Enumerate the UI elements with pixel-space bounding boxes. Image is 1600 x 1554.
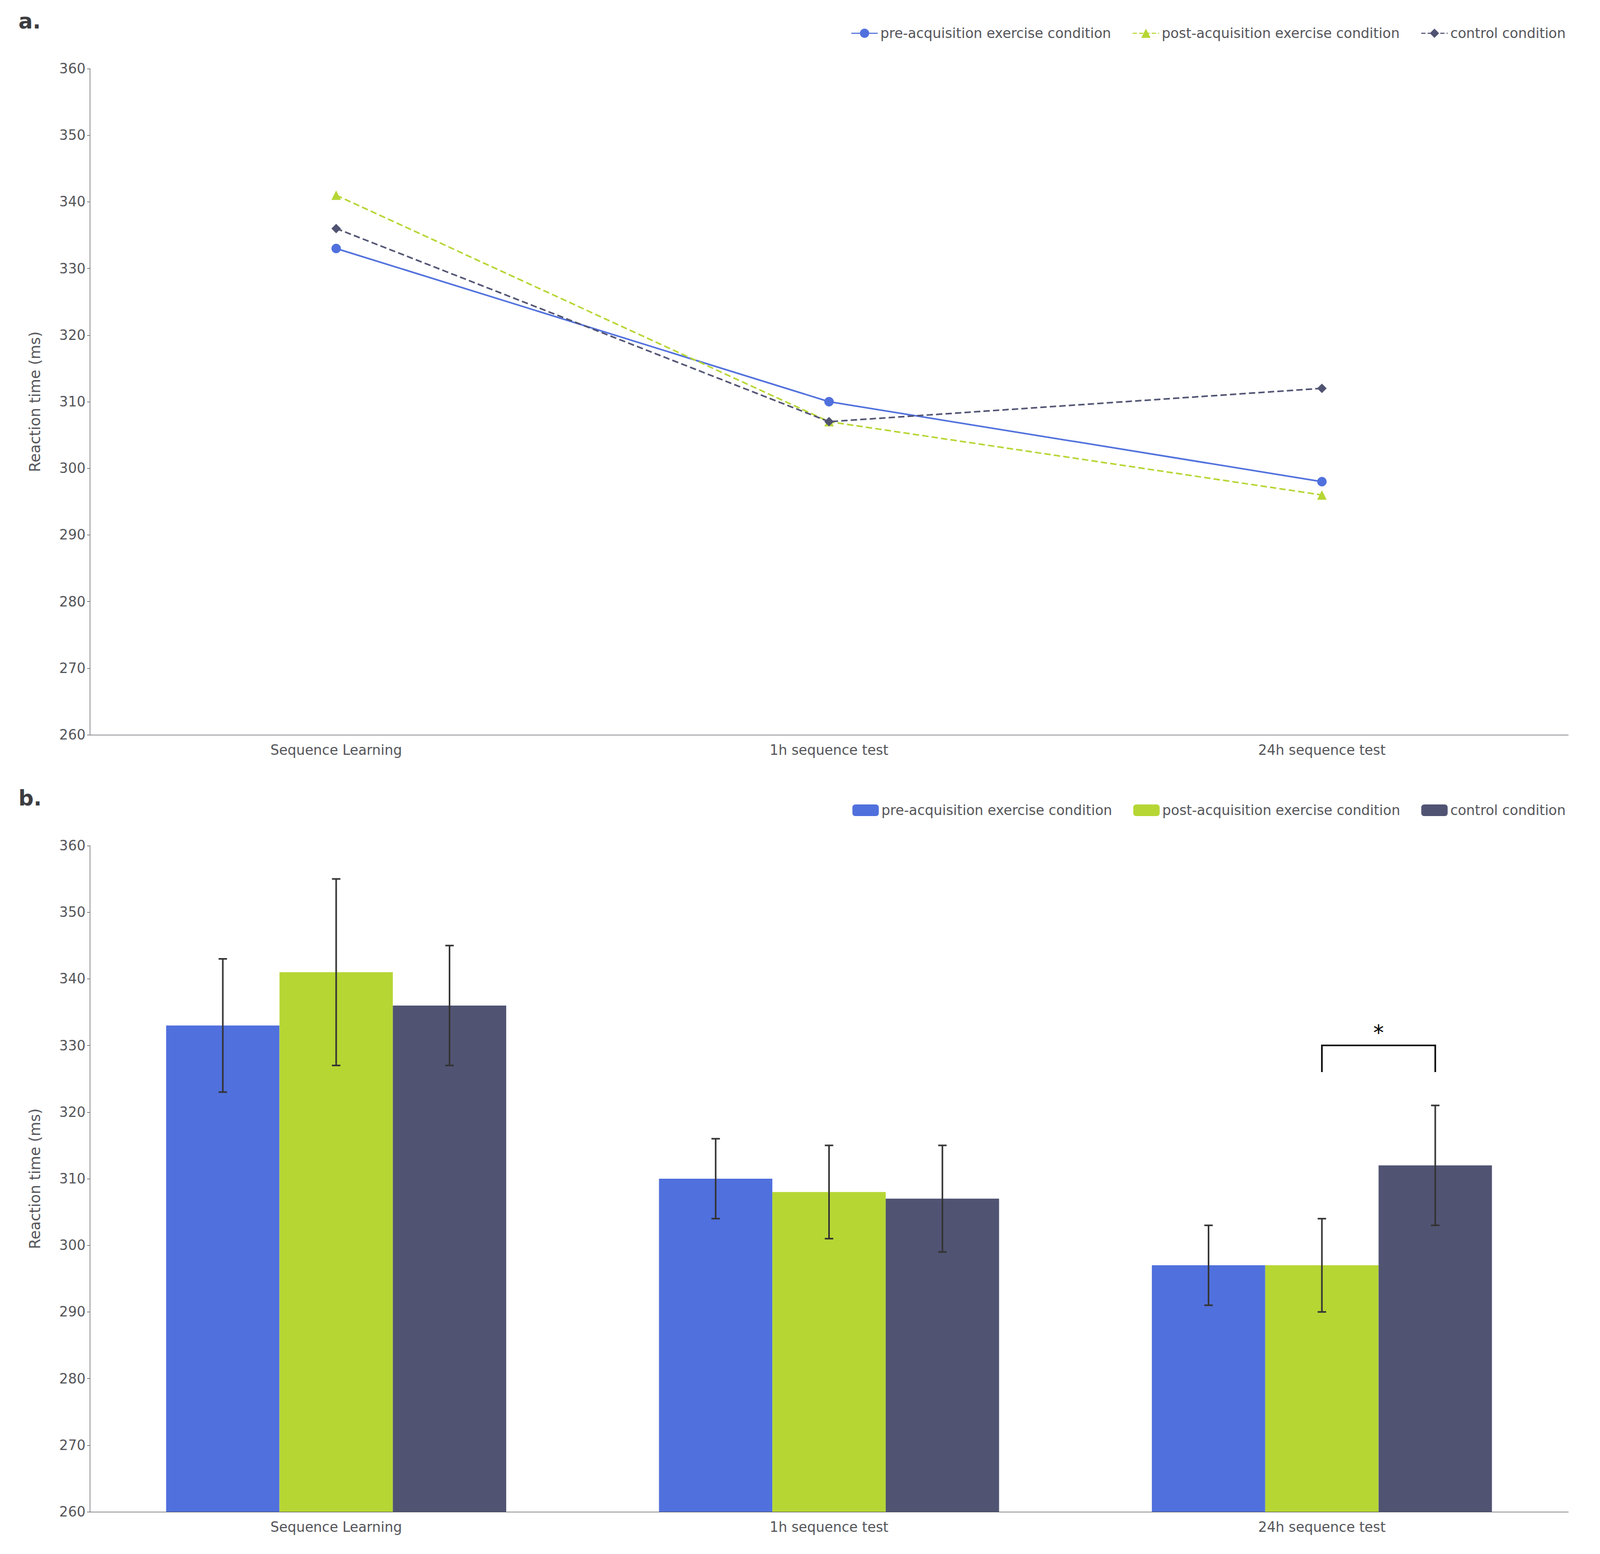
svg-text:pre-acquisition exercise condi: pre-acquisition exercise condition [881, 802, 1113, 819]
svg-text:320: 320 [59, 1104, 86, 1121]
svg-text:260: 260 [59, 726, 86, 743]
svg-text:270: 270 [59, 660, 86, 677]
svg-text:260: 260 [59, 1503, 86, 1520]
svg-text:300: 300 [59, 460, 86, 477]
svg-text:24h sequence test: 24h sequence test [1258, 742, 1386, 759]
svg-text:control condition: control condition [1450, 25, 1566, 42]
svg-text:360: 360 [59, 60, 86, 77]
svg-text:350: 350 [59, 127, 86, 144]
svg-text:b.: b. [18, 786, 42, 811]
svg-text:330: 330 [59, 1037, 86, 1054]
svg-text:320: 320 [59, 327, 86, 344]
svg-text:control condition: control condition [1450, 802, 1566, 819]
svg-text:post-acquisition exercise cond: post-acquisition exercise condition [1161, 25, 1400, 42]
svg-text:350: 350 [59, 904, 86, 921]
svg-text:290: 290 [59, 1303, 86, 1320]
svg-text:*: * [1373, 1020, 1385, 1046]
svg-text:Reaction time (ms): Reaction time (ms) [26, 1108, 44, 1249]
svg-text:post-acquisition exercise cond: post-acquisition exercise condition [1162, 802, 1401, 819]
svg-text:Sequence Learning: Sequence Learning [270, 742, 402, 759]
svg-text:Reaction time (ms): Reaction time (ms) [26, 331, 44, 472]
svg-text:340: 340 [59, 970, 86, 987]
svg-text:340: 340 [59, 193, 86, 210]
svg-text:1h sequence test: 1h sequence test [769, 1519, 889, 1536]
svg-text:310: 310 [59, 393, 86, 410]
svg-text:360: 360 [59, 837, 86, 854]
svg-text:280: 280 [59, 1370, 86, 1387]
svg-text:330: 330 [59, 260, 86, 277]
svg-text:pre-acquisition exercise condi: pre-acquisition exercise condition [880, 25, 1112, 42]
svg-text:280: 280 [59, 593, 86, 610]
svg-text:a.: a. [18, 8, 41, 34]
svg-text:310: 310 [59, 1170, 86, 1187]
svg-text:1h sequence test: 1h sequence test [769, 742, 889, 759]
svg-text:300: 300 [59, 1237, 86, 1254]
svg-text:290: 290 [59, 526, 86, 543]
svg-text:24h sequence test: 24h sequence test [1258, 1519, 1386, 1536]
svg-text:Sequence Learning: Sequence Learning [270, 1519, 402, 1536]
svg-text:270: 270 [59, 1437, 86, 1454]
